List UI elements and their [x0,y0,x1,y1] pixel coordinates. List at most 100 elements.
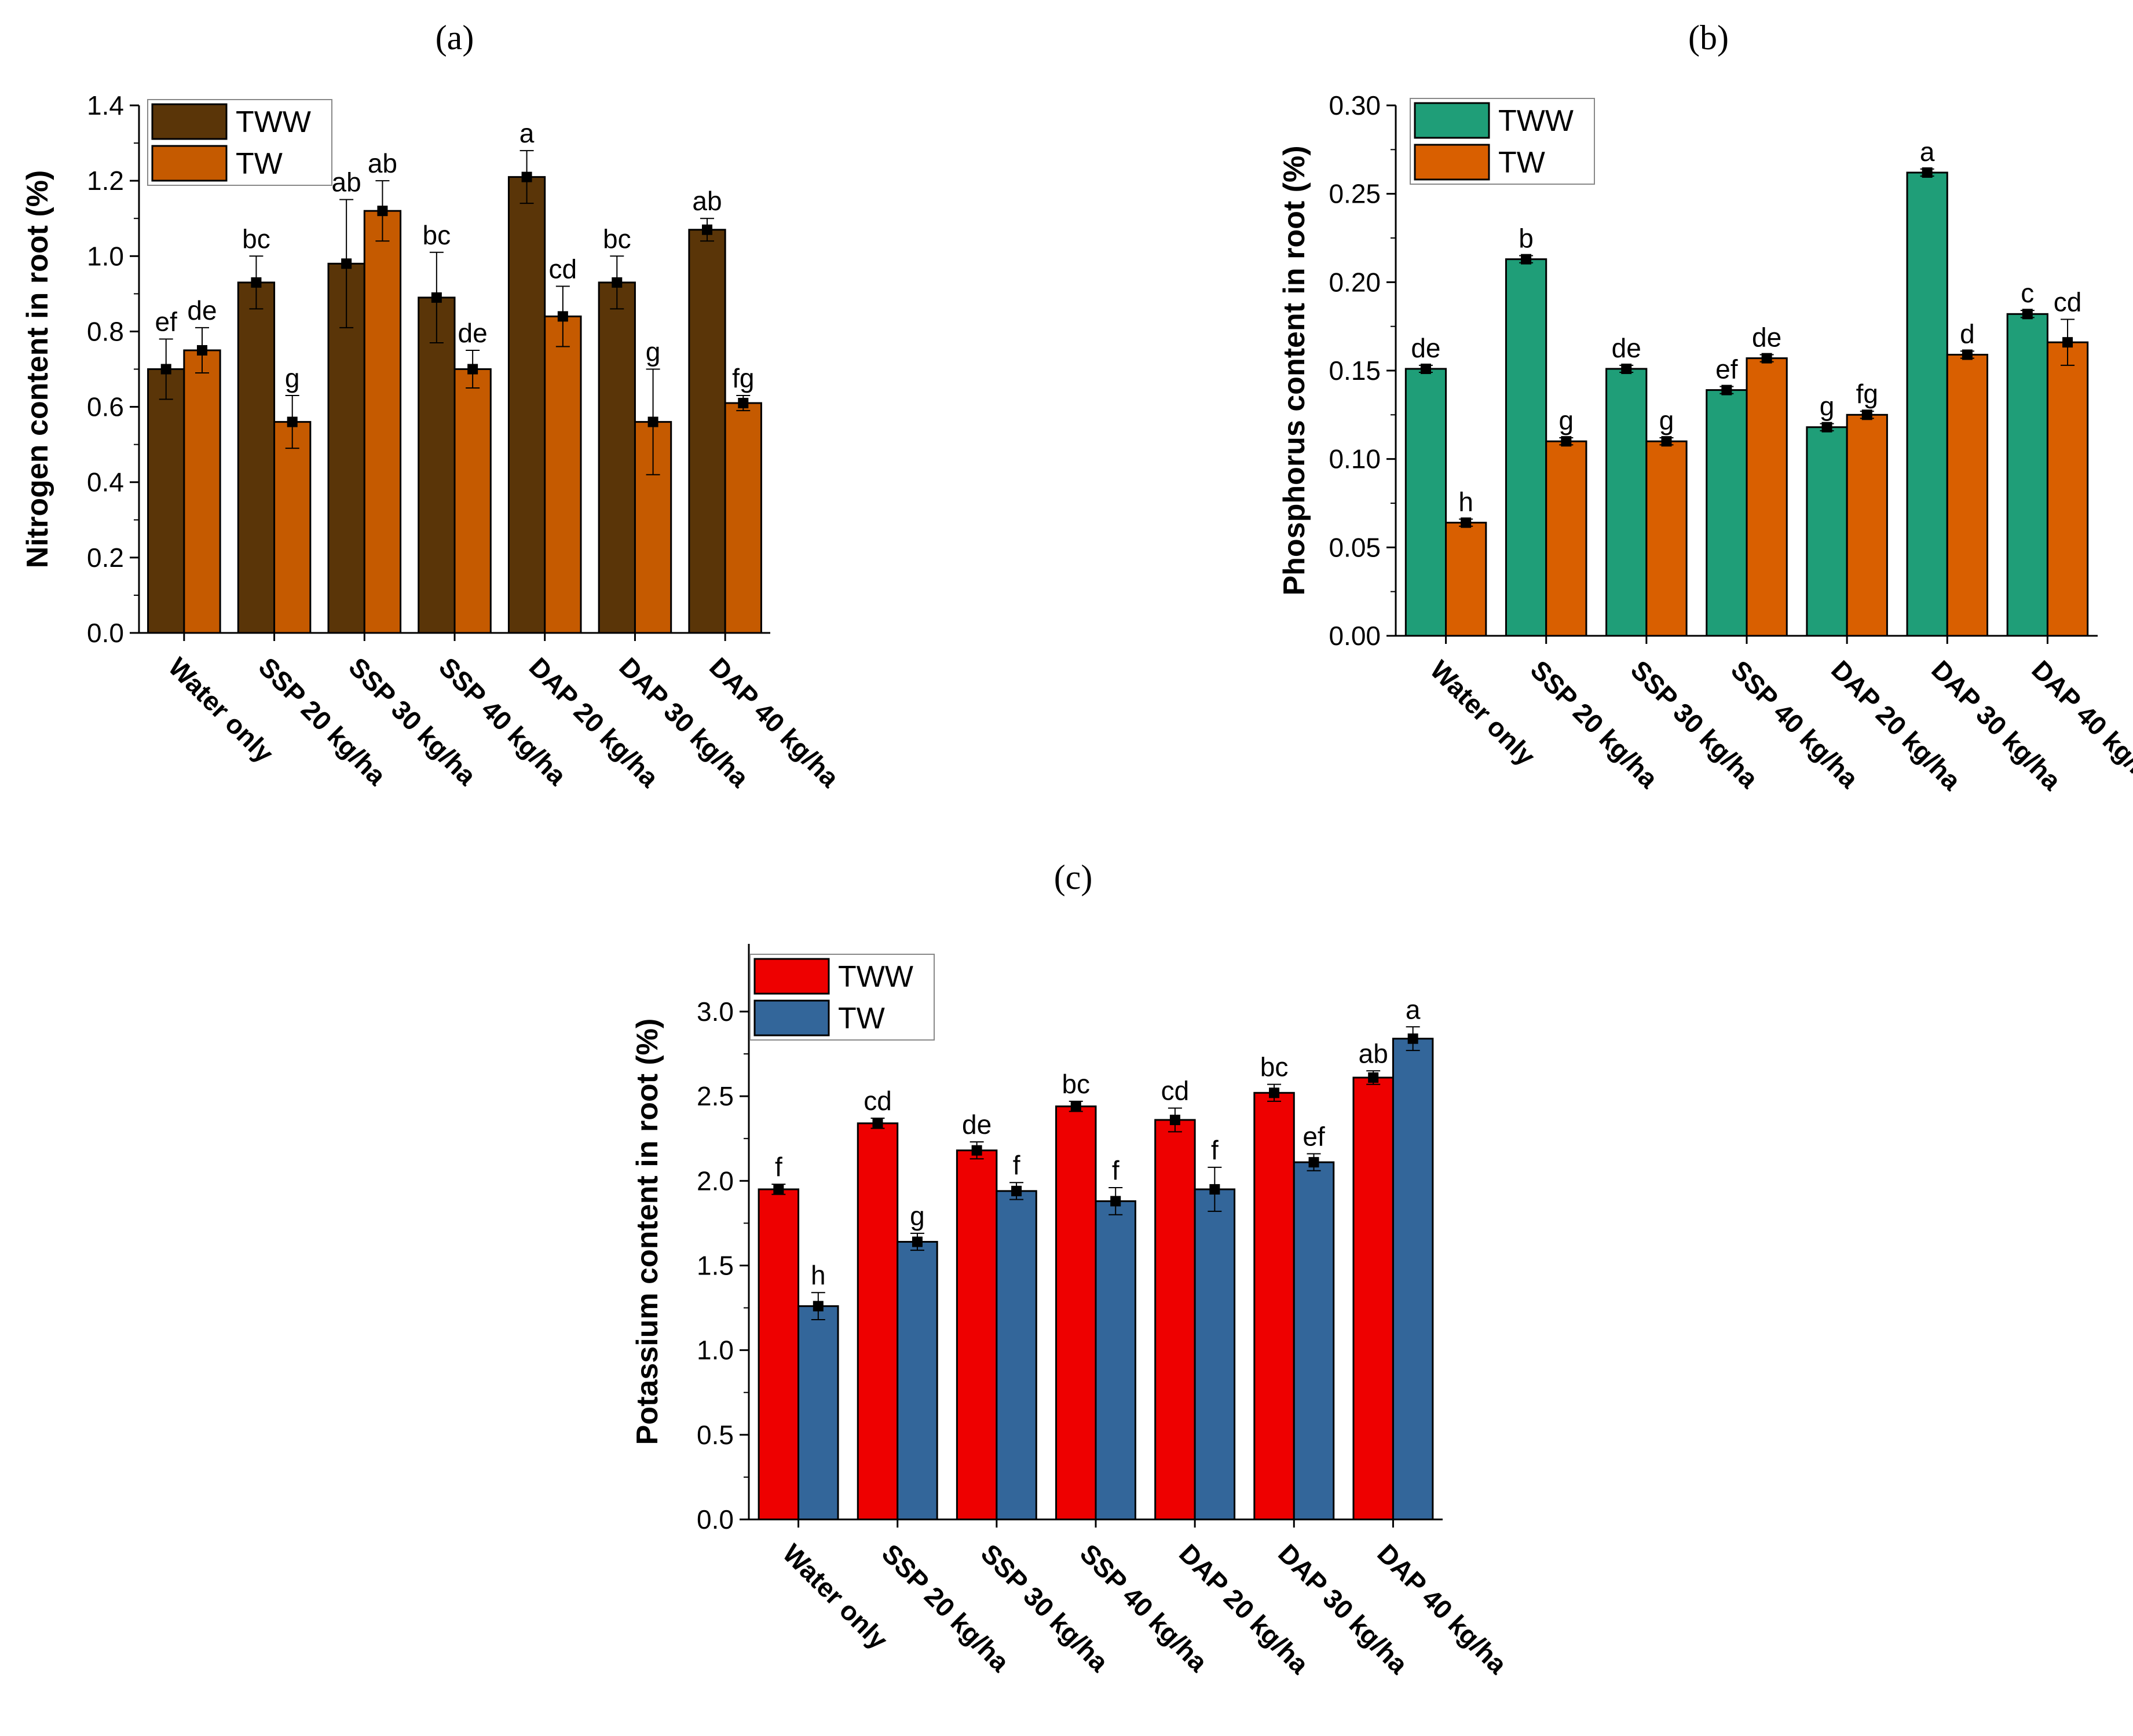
significance-letter: g [1559,405,1574,435]
legend-label-tw: TW [1498,146,1545,180]
mean-marker [1407,1033,1418,1044]
significance-letter: g [646,337,661,367]
mean-marker [1308,1157,1319,1168]
y-tick-label: 2.5 [697,1081,734,1111]
legend-label-tww: TWW [1498,104,1574,138]
significance-letter: bc [1062,1069,1090,1099]
mean-marker [1011,1185,1022,1196]
bar-tw [1846,413,1888,637]
legend-swatch-tw [753,999,830,1037]
y-tick-label: 1.4 [87,90,124,120]
panel-label: (c) [1054,858,1093,896]
mean-marker [1561,436,1572,447]
bar-tww [2006,313,2048,637]
y-tick-label: 0.20 [1329,267,1381,297]
bar-tw [1445,522,1487,637]
bar-tww [857,1122,899,1521]
bar-tw [897,1241,938,1521]
mean-marker [557,311,568,322]
mean-marker [738,398,749,409]
y-tick-label: 0.0 [697,1504,734,1534]
legend-label-tww: TWW [236,105,311,139]
significance-letter: cd [549,254,577,284]
panel-label: (b) [1688,19,1729,57]
mean-marker [2062,337,2073,348]
mean-marker [1420,363,1431,374]
y-tick-label: 0.2 [87,543,124,573]
mean-marker [813,1301,824,1312]
bar-tw [1746,357,1788,637]
legend-label-tw: TW [236,147,283,181]
legend-swatch-tww [1414,102,1490,139]
significance-letter: cd [864,1086,892,1116]
y-tick-label: 0.8 [87,316,124,346]
y-tick-label: 0.15 [1329,356,1381,386]
significance-letter: b [1519,224,1534,254]
bar-tw [2046,341,2089,637]
legend-label-tw: TW [838,1002,885,1035]
mean-marker [1070,1101,1081,1112]
y-tick-label: 0.4 [87,467,124,497]
mean-marker [971,1145,982,1156]
mean-marker [647,416,658,427]
significance-letter: ab [692,186,722,216]
significance-letter: ab [368,148,397,178]
mean-marker [1209,1184,1220,1195]
mean-marker [773,1184,784,1195]
significance-letter: fg [732,363,754,393]
bar-tw [544,315,582,634]
mean-marker [2022,309,2033,320]
chart-panel-c: (c) 0.0 0.5 1.0 1.5 2.0 2.5 3.0 Potassium conten… [631,858,1513,1680]
mean-marker [377,206,388,217]
mean-marker [1861,409,1872,420]
chart-panel-b: (b) 0.00 0.05 0.10 0.15 0.20 0.25 0.30 Phosphoru… [1278,19,2133,796]
mean-marker [1821,422,1832,433]
mean-marker [872,1118,883,1129]
bar-tww [758,1188,800,1521]
bar-tww [1906,171,1948,637]
bar-tw [453,368,492,634]
bar-tw [996,1190,1037,1521]
y-tick-label: 0.00 [1329,621,1381,651]
bar-tww [1505,258,1547,637]
chart-panel-a: (a) 0.0 0.2 0.4 0.6 0.8 1.0 1.2 1.4 Nitrogen cont… [21,19,845,793]
bar-tw [797,1305,839,1521]
bar-tww [1253,1092,1295,1521]
y-tick-label: 0.05 [1329,532,1381,562]
bar-tw [1293,1161,1335,1521]
y-tick-label: 0.25 [1329,179,1381,209]
legend: TWW TW [147,99,332,186]
mean-marker [197,345,207,356]
significance-letter: h [1458,486,1473,517]
mean-marker [1661,436,1672,447]
mean-marker [287,416,298,427]
mean-marker [251,277,262,288]
bar-tww [1706,389,1748,637]
y-tick-label: 0.30 [1329,90,1381,120]
mean-marker [1169,1115,1180,1126]
legend-swatch-tw [1414,144,1490,181]
significance-letter: c [2021,278,2034,308]
legend-swatch-tww [151,103,228,140]
mean-marker [1761,353,1772,364]
mean-marker [1521,254,1532,265]
y-tick-label: 1.2 [87,166,124,196]
y-axis-title: Nitrogen content in root (%) [21,170,54,568]
mean-marker [1962,349,1973,360]
bar-tww [1352,1076,1394,1521]
y-tick-label: 3.0 [697,997,734,1027]
bar-tww [1055,1105,1097,1521]
significance-letter: g [1820,391,1835,422]
mean-marker [1110,1196,1121,1207]
bar-tww [1806,426,1848,637]
y-tick-label: 2.0 [697,1166,734,1196]
bar-tww [507,176,546,634]
bar-tw [1545,440,1587,637]
significance-letter: bc [242,224,270,254]
panel-label: (a) [436,19,474,57]
mean-marker [1461,517,1472,528]
y-tick-label: 0.6 [87,392,124,422]
bar-tww [1404,368,1447,637]
significance-letter: de [1752,323,1781,353]
mean-marker [912,1236,923,1247]
